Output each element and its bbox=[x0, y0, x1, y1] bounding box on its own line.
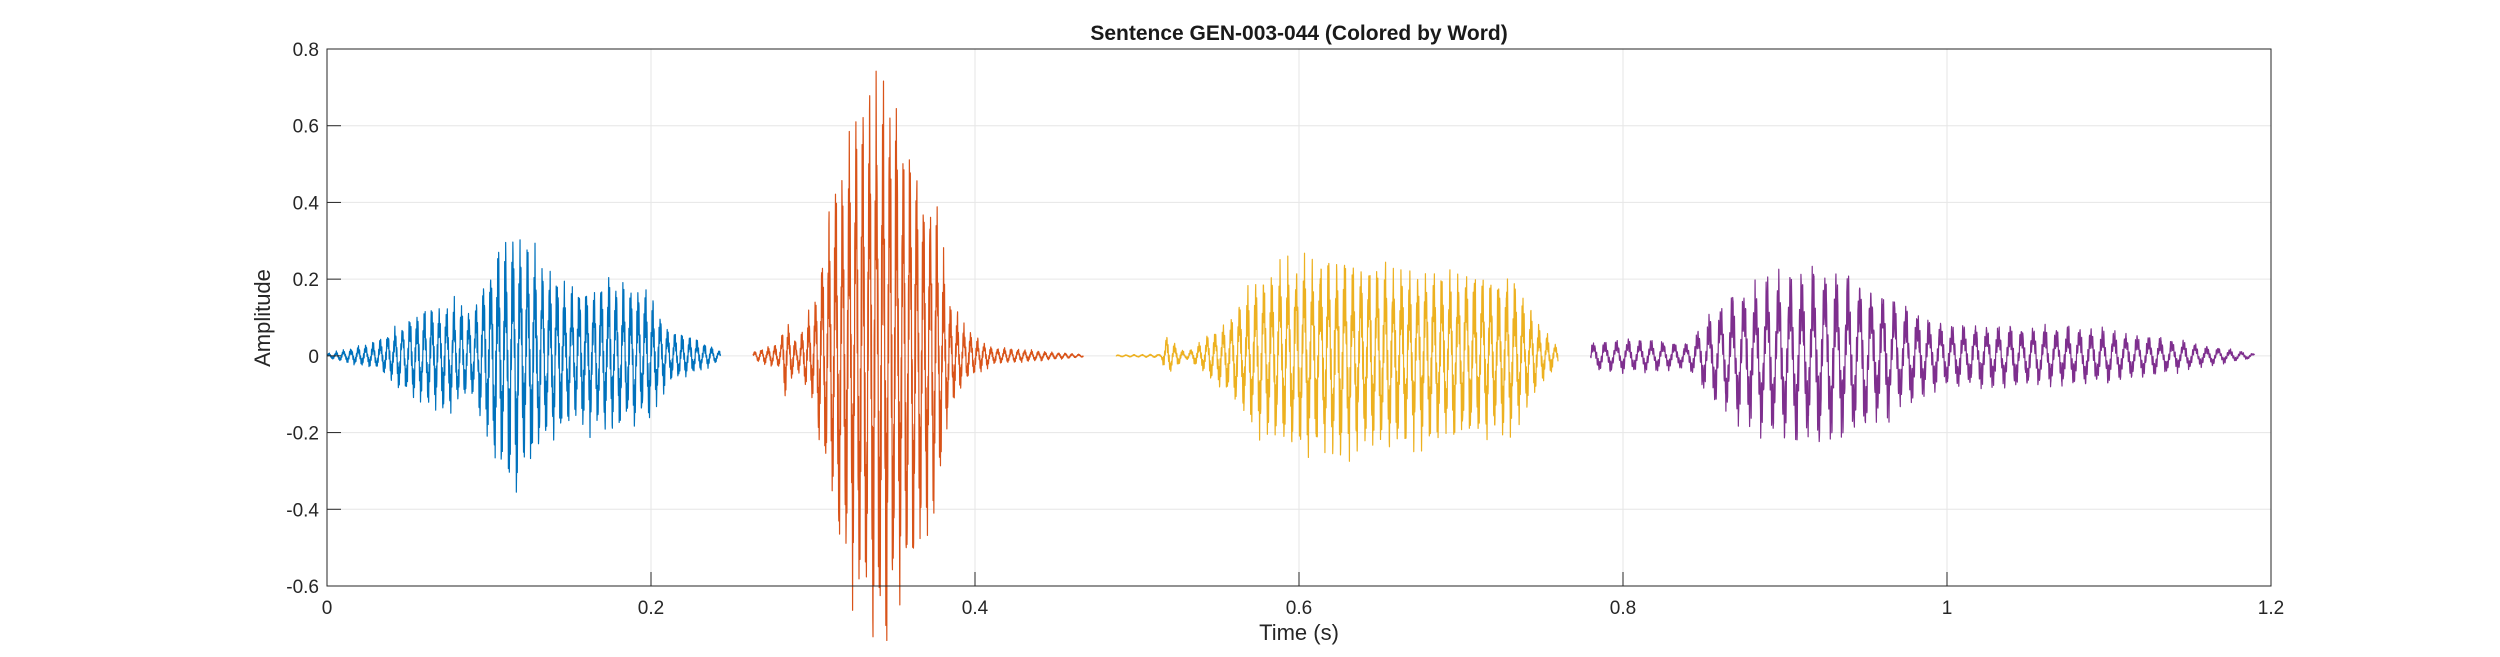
x-tick-label: 0.4 bbox=[962, 598, 989, 619]
word-waveform-1 bbox=[326, 239, 722, 493]
x-tick-label: 0.6 bbox=[1286, 598, 1312, 619]
axis-ticks: 0 0.2 0.4 0.6 0.8 1 1.2 -0.6 -0.4 -0.2 0 0.2 0.4 0.6 0… bbox=[286, 40, 2284, 619]
y-tick-label: 0 bbox=[308, 347, 319, 368]
word-waveform-3 bbox=[1115, 252, 1559, 462]
word-waveform-4 bbox=[1590, 265, 2256, 443]
x-tick-label: 0 bbox=[322, 598, 333, 619]
y-tick-label: 0.8 bbox=[293, 40, 319, 61]
x-tick-label: 1 bbox=[1942, 598, 1953, 619]
y-tick-label: 0.4 bbox=[293, 193, 320, 214]
x-axis-label: Time (s) bbox=[1259, 620, 1339, 645]
word-waveform-2 bbox=[752, 70, 1084, 642]
x-tick-label: 1.2 bbox=[2258, 598, 2284, 619]
y-tick-label: 0.6 bbox=[293, 117, 319, 138]
y-tick-label: -0.6 bbox=[286, 577, 319, 598]
x-tick-label: 0.8 bbox=[1610, 598, 1636, 619]
series-group bbox=[326, 70, 2256, 642]
y-tick-label: 0.2 bbox=[293, 270, 319, 291]
chart-title: Sentence GEN-003-044 (Colored by Word) bbox=[1090, 22, 1507, 45]
y-axis-label: Amplitude bbox=[250, 269, 275, 367]
x-tick-label: 0.2 bbox=[638, 598, 664, 619]
y-tick-label: -0.2 bbox=[286, 424, 319, 445]
y-tick-label: -0.4 bbox=[286, 500, 319, 521]
